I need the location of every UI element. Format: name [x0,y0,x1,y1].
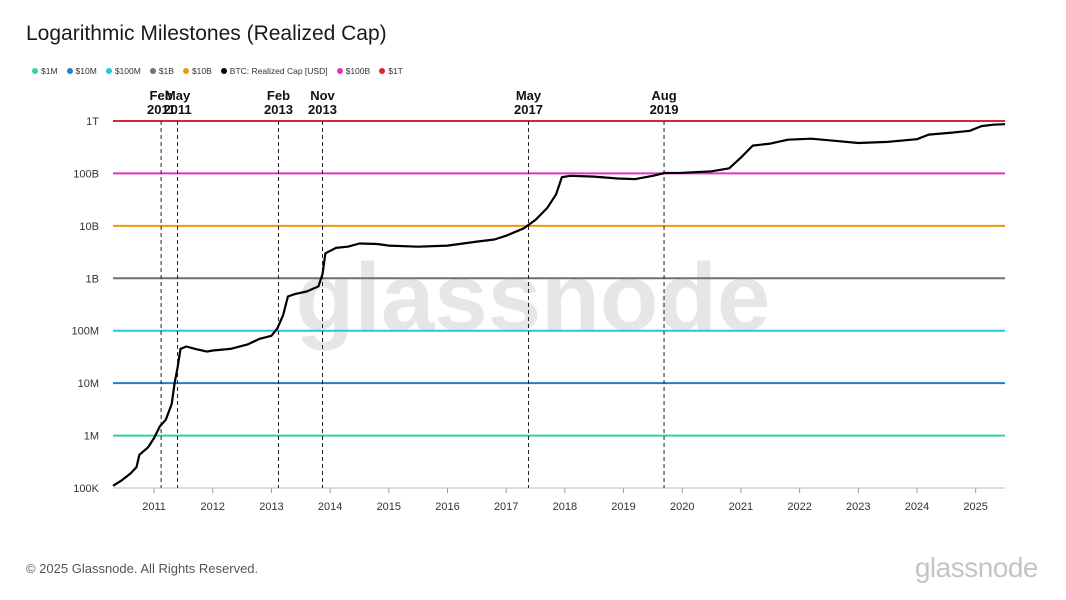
event-month-label: May [165,88,191,103]
x-tick-label: 2020 [670,501,694,513]
event-year-label: 2013 [308,102,337,117]
event-year-label: 2011 [147,102,175,117]
event-year-label: 2017 [514,102,543,117]
realized-cap-line [112,123,1006,487]
legend-label: $100M [114,66,141,76]
y-tick-label: 1M [84,431,99,443]
legend-label: $100B [345,66,371,76]
x-tick-label: 2012 [201,501,225,513]
x-tick-label: 2024 [905,501,929,513]
copyright-footer: © 2025 Glassnode. All Rights Reserved. [26,561,259,576]
y-tick-label: 1B [86,273,99,285]
event-month-label: Feb [267,88,290,103]
event-month-label: Nov [310,88,335,103]
chart-title: Logarithmic Milestones (Realized Cap) [26,22,387,45]
x-tick-label: 2014 [318,501,342,513]
x-tick-label: 2015 [377,501,401,513]
legend-item-10m[interactable]: $10M [66,66,97,76]
legend-item-100m[interactable]: $100M [105,66,141,76]
x-tick-label: 2021 [729,501,753,513]
y-tick-label: 100K [73,483,99,495]
legend-label: $1T [388,66,403,76]
y-tick-label: 10B [79,221,99,233]
event-month-label: May [516,88,542,103]
legend-dot-icon [149,68,156,74]
y-tick-label: 10M [78,378,99,390]
y-tick-label: 100B [73,168,99,180]
x-tick-label: 2013 [259,501,283,513]
legend-label: $1M [41,66,58,76]
legend-item-realized-cap[interactable]: BTC: Realized Cap [USD] [220,66,328,76]
event-year-label: 2019 [650,102,679,117]
y-tick-label: 100M [71,326,99,338]
event-year-label: 2013 [264,102,293,117]
event-month-label: Feb [150,88,173,103]
legend: $1M $10M $100M $1B $10B BTC: Realized Ca… [32,66,403,76]
legend-dot-icon [336,68,343,74]
legend-item-1m[interactable]: $1M [32,66,58,76]
legend-dot-icon [182,68,189,74]
legend-dot-icon [220,68,227,74]
legend-dot-icon [32,68,38,74]
x-tick-label: 2022 [787,501,811,513]
watermark-text: glassnode [296,244,771,351]
legend-dot-icon [66,68,73,74]
event-year-label: 2011 [163,102,191,117]
brand-logo: glassnode [914,552,1039,583]
y-tick-label: 1T [86,116,99,128]
legend-label: $10M [75,66,97,76]
x-tick-label: 2025 [963,501,987,513]
x-tick-label: 2017 [494,501,518,513]
x-tick-label: 2018 [553,501,577,513]
legend-dot-icon [379,68,386,74]
legend-label: $10B [191,66,212,76]
event-month-label: Aug [651,88,676,103]
x-tick-label: 2019 [611,501,635,513]
legend-item-1b[interactable]: $1B [149,66,174,76]
legend-dot-icon [105,68,112,74]
legend-label: BTC: Realized Cap [USD] [229,66,328,76]
x-tick-label: 2011 [142,501,166,513]
legend-item-10b[interactable]: $10B [182,66,212,76]
legend-item-1t[interactable]: $1T [379,66,403,76]
legend-item-100b[interactable]: $100B [336,66,371,76]
x-tick-label: 2023 [846,501,870,513]
x-tick-label: 2016 [435,501,459,513]
legend-label: $1B [158,66,174,76]
